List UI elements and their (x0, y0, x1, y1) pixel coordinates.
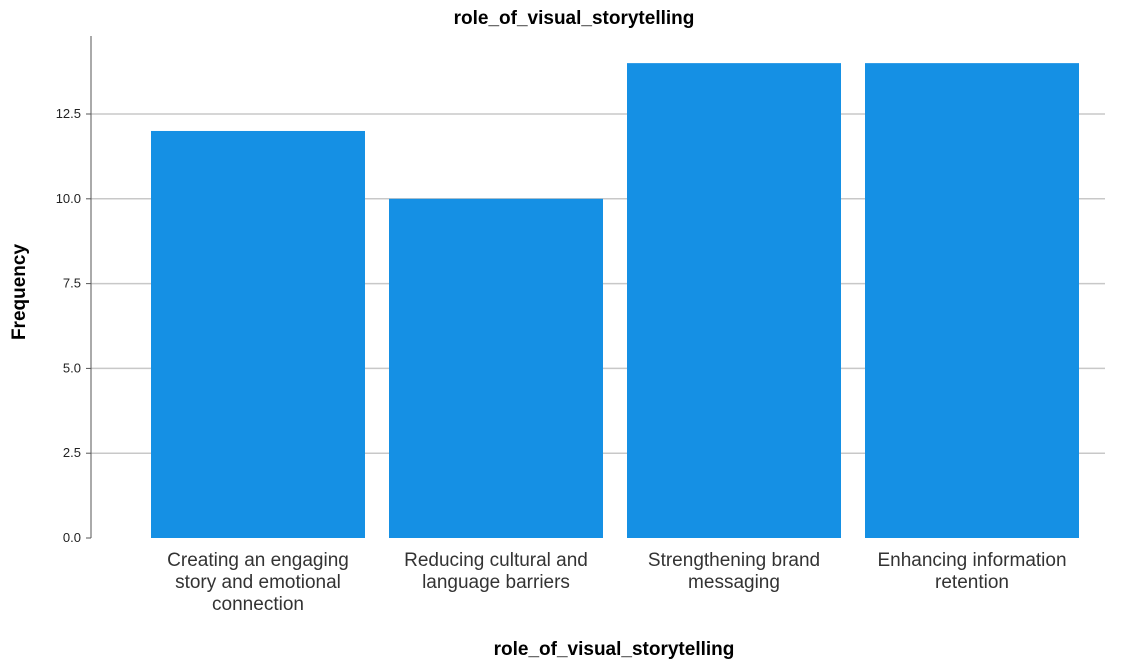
y-tick-label: 2.5 (63, 445, 81, 460)
x-tick-label: Reducing cultural and language barriers (404, 550, 588, 593)
chart-title: role_of_visual_storytelling (454, 8, 695, 29)
bar (627, 63, 841, 539)
y-tick-label: 7.5 (63, 276, 81, 291)
x-tick-label: Enhancing information retention (877, 550, 1066, 593)
x-tick-label: Strengthening brand messaging (648, 550, 820, 593)
bar (389, 198, 603, 539)
y-tick-label: 0.0 (63, 530, 81, 545)
bar (865, 63, 1079, 539)
bar (151, 130, 365, 539)
y-tick-label: 12.5 (56, 106, 81, 121)
y-axis-title: Frequency (9, 244, 30, 341)
y-tick-label: 10.0 (56, 191, 81, 206)
x-tick-label: Creating an engaging story and emotional c… (167, 550, 349, 615)
y-tick-label: 5.0 (63, 360, 81, 375)
y-tick-labels: 0.0 2.5 5.0 7.5 10.0 12.5 (56, 106, 91, 545)
bars (151, 63, 1079, 539)
x-tick-labels: Creating an engaging story and emotional c… (167, 550, 1066, 615)
x-axis-title: role_of_visual_storytelling (494, 639, 735, 659)
